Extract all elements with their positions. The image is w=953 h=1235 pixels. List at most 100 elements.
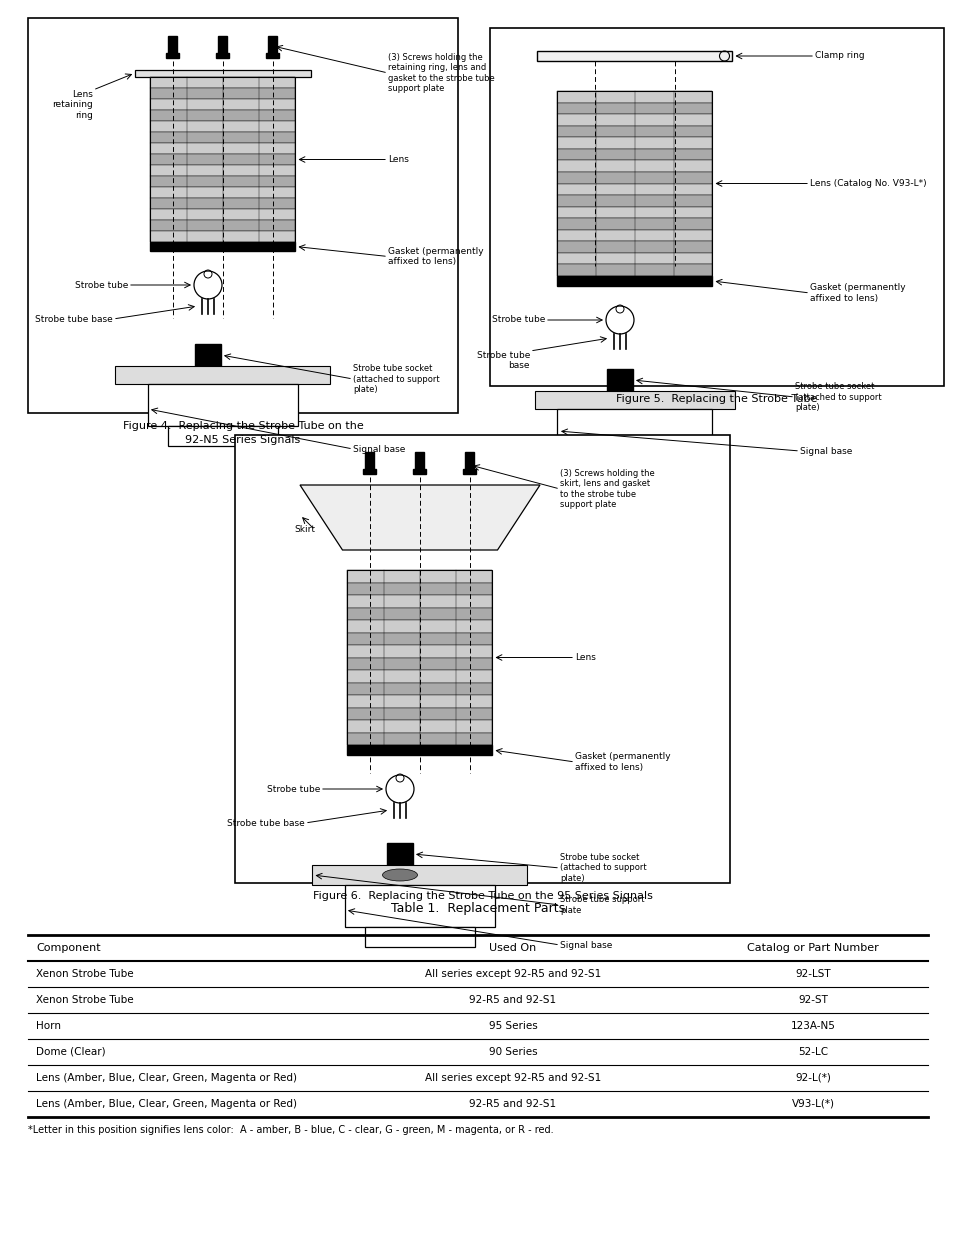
Text: Lens: Lens: [575, 653, 596, 662]
Text: Strobe tube socket
(attached to support
plate): Strobe tube socket (attached to support …: [794, 382, 881, 412]
Bar: [490, 28, 943, 387]
Text: Strobe tube: Strobe tube: [491, 315, 544, 325]
Text: (3) Screws holding the
skirt, lens and gasket
to the strobe tube
support plate: (3) Screws holding the skirt, lens and g…: [559, 469, 654, 509]
Bar: [347, 708, 492, 720]
Text: Figure 6.  Replacing the Strobe Tube on the 95 Series Signals: Figure 6. Replacing the Strobe Tube on t…: [313, 890, 652, 902]
Polygon shape: [299, 485, 539, 550]
Bar: [347, 571, 492, 745]
Text: Horn: Horn: [36, 1021, 61, 1031]
Text: Lens
retaining
ring: Lens retaining ring: [52, 90, 92, 120]
Bar: [194, 345, 221, 366]
Bar: [347, 571, 492, 583]
Bar: [151, 77, 295, 242]
Text: Skirt: Skirt: [294, 526, 314, 535]
Bar: [365, 927, 475, 947]
Bar: [535, 391, 734, 409]
Text: Lens: Lens: [388, 156, 409, 164]
Text: Lens (Amber, Blue, Clear, Green, Magenta or Red): Lens (Amber, Blue, Clear, Green, Magenta…: [36, 1073, 296, 1083]
Bar: [557, 91, 712, 275]
Bar: [151, 132, 295, 143]
Text: Component: Component: [36, 944, 100, 953]
Bar: [557, 409, 712, 450]
Bar: [557, 91, 712, 103]
Text: 92-N5 Series Signals: 92-N5 Series Signals: [185, 435, 300, 445]
Text: 92-R5 and 92-S1: 92-R5 and 92-S1: [469, 1099, 556, 1109]
Bar: [557, 195, 712, 206]
Bar: [347, 683, 492, 695]
Bar: [557, 206, 712, 219]
Bar: [148, 384, 297, 426]
Bar: [557, 264, 712, 275]
Bar: [557, 172, 712, 184]
Text: All series except 92-R5 and 92-S1: All series except 92-R5 and 92-S1: [424, 1073, 600, 1083]
Bar: [347, 671, 492, 683]
Bar: [557, 148, 712, 161]
Bar: [216, 53, 230, 58]
Text: Xenon Strobe Tube: Xenon Strobe Tube: [36, 995, 133, 1005]
Text: Signal base: Signal base: [800, 447, 851, 456]
Text: Figure 4.  Replacing the Strobe Tube on the: Figure 4. Replacing the Strobe Tube on t…: [123, 421, 363, 431]
Text: Signal base: Signal base: [559, 941, 612, 950]
Bar: [557, 230, 712, 241]
Text: 52-LC: 52-LC: [797, 1047, 827, 1057]
Bar: [363, 469, 376, 474]
Bar: [557, 137, 712, 148]
Bar: [151, 242, 295, 251]
Bar: [151, 99, 295, 110]
Text: Strobe tube
base: Strobe tube base: [476, 351, 530, 370]
Bar: [577, 450, 692, 469]
Bar: [347, 645, 492, 657]
Bar: [365, 452, 375, 472]
Text: Table 1.  Replacement Parts: Table 1. Replacement Parts: [391, 902, 564, 915]
Ellipse shape: [382, 869, 417, 881]
Bar: [347, 583, 492, 595]
Text: Strobe tube: Strobe tube: [74, 280, 128, 289]
Bar: [151, 198, 295, 209]
Text: Used On: Used On: [489, 944, 536, 953]
Bar: [557, 241, 712, 253]
Text: Gasket (permanently
affixed to lens): Gasket (permanently affixed to lens): [388, 247, 483, 267]
Text: 92-R5 and 92-S1: 92-R5 and 92-S1: [469, 995, 556, 1005]
Bar: [169, 36, 177, 56]
Bar: [151, 77, 295, 88]
Bar: [347, 732, 492, 745]
Text: Gasket (permanently
affixed to lens): Gasket (permanently affixed to lens): [575, 752, 670, 772]
Bar: [151, 110, 295, 121]
Text: 92-ST: 92-ST: [798, 995, 827, 1005]
Bar: [151, 177, 295, 186]
Text: Clamp ring: Clamp ring: [814, 52, 863, 61]
Bar: [557, 114, 712, 126]
Text: 123A-N5: 123A-N5: [790, 1021, 835, 1031]
Text: Strobe tube: Strobe tube: [266, 784, 319, 794]
Bar: [557, 219, 712, 230]
Bar: [347, 720, 492, 732]
Text: Lens (Catalog No. V93-L*): Lens (Catalog No. V93-L*): [809, 179, 925, 188]
Bar: [313, 864, 527, 885]
Text: Strobe tube base: Strobe tube base: [35, 315, 112, 324]
Bar: [151, 121, 295, 132]
Bar: [151, 143, 295, 154]
Bar: [557, 253, 712, 264]
Bar: [463, 469, 476, 474]
Bar: [234, 435, 729, 883]
Bar: [167, 53, 179, 58]
Bar: [557, 161, 712, 172]
Bar: [151, 88, 295, 99]
Text: 92-LST: 92-LST: [795, 969, 830, 979]
Bar: [387, 844, 413, 864]
Bar: [557, 275, 712, 287]
Text: *Letter in this position signifies lens color:  A - amber, B - blue, C - clear, : *Letter in this position signifies lens …: [28, 1125, 553, 1135]
Bar: [465, 452, 474, 472]
Bar: [413, 469, 426, 474]
Bar: [347, 620, 492, 632]
Bar: [606, 369, 633, 391]
Bar: [347, 595, 492, 608]
Text: Gasket (permanently
affixed to lens): Gasket (permanently affixed to lens): [809, 283, 904, 303]
Bar: [347, 632, 492, 645]
Bar: [347, 745, 492, 755]
Bar: [168, 426, 277, 446]
Bar: [135, 70, 311, 77]
Bar: [151, 154, 295, 165]
Text: Strobe tube support
plate: Strobe tube support plate: [559, 895, 644, 915]
Text: Catalog or Part Number: Catalog or Part Number: [746, 944, 878, 953]
